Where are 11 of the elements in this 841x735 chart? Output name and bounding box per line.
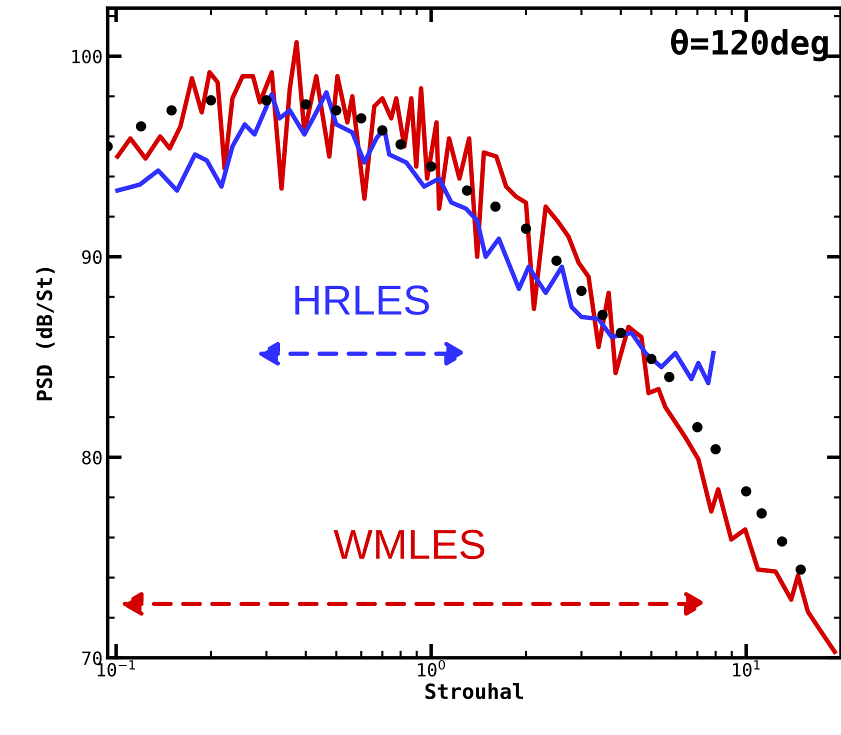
text: WMLES <box>334 530 484 560</box>
annotation: θ=120deg <box>671 28 828 62</box>
y-tick-label: 80 <box>82 450 102 464</box>
series-label: HRLES <box>295 285 429 315</box>
y-tick-label: 70 <box>82 651 102 665</box>
y-axis-title: PSD (dB/St) <box>36 268 55 400</box>
x-tick-label: 10$^{1}$ <box>733 660 760 677</box>
y-tick-label: 90 <box>82 250 102 264</box>
x-axis-title: Strouhal <box>425 683 524 700</box>
y-tick-label: 100 <box>72 50 102 64</box>
x-tick-label: 10$^{0}$ <box>418 660 445 677</box>
